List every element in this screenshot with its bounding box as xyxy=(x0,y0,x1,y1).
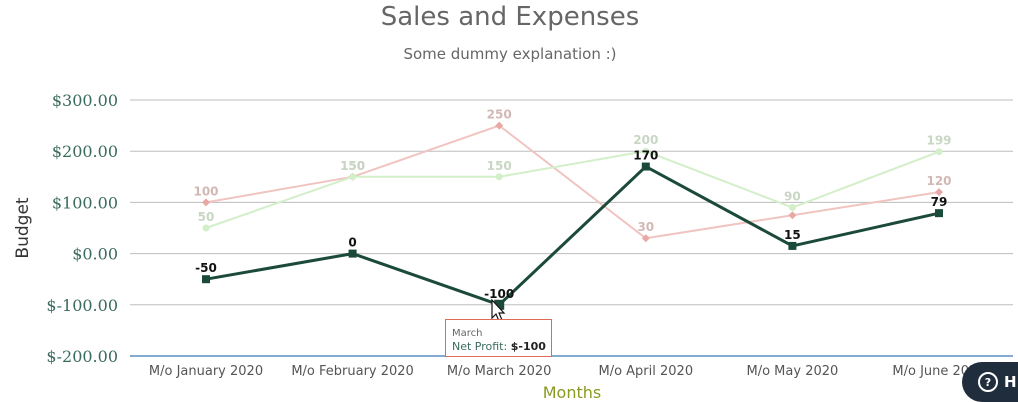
data-label-s2: 150 xyxy=(340,159,365,173)
data-point-s1 xyxy=(935,188,943,197)
data-label-s2: 50 xyxy=(198,210,215,224)
chart-subtitle: Some dummy explanation :) xyxy=(403,45,616,63)
series-s1: 100 150 250 30 120 xyxy=(193,108,952,243)
series-line-net xyxy=(205,165,940,307)
data-label-s2: 199 xyxy=(926,134,951,148)
data-point-net xyxy=(202,275,210,284)
data-label-s1: 30 xyxy=(637,220,654,234)
tooltip-series-name: Net Profit: xyxy=(452,340,508,353)
data-point-s1 xyxy=(202,198,210,207)
data-label-s1: 250 xyxy=(487,108,512,122)
y-tick-label: $200.00 xyxy=(52,142,118,161)
data-point-net xyxy=(494,299,505,310)
data-label-s2: 200 xyxy=(633,133,658,147)
data-label-net: 170 xyxy=(633,149,658,163)
data-point-s2 xyxy=(642,147,650,155)
grid xyxy=(130,99,1013,357)
x-axis-label: Months xyxy=(543,383,601,401)
data-label-s2: 90 xyxy=(784,190,801,204)
data-point-net xyxy=(935,209,943,218)
data-point-s2 xyxy=(935,148,943,156)
help-button[interactable]: ? H xyxy=(962,362,1018,402)
y-tick-label: $-100.00 xyxy=(46,296,118,315)
data-label-net: -50 xyxy=(195,261,217,275)
question-circle-icon: ? xyxy=(978,372,998,392)
data-point-s1 xyxy=(641,234,650,243)
data-label-s2: 150 xyxy=(487,159,512,173)
series-line-s2 xyxy=(205,150,940,229)
data-point-s2 xyxy=(202,224,210,232)
data-point-s2 xyxy=(495,173,503,181)
data-point-net xyxy=(348,249,357,258)
data-point-s2 xyxy=(788,204,796,212)
y-tick-label: $300.00 xyxy=(52,91,118,110)
tooltip-value: $-100 xyxy=(510,340,546,353)
data-label-s1: 150 xyxy=(340,159,365,173)
y-axis-label: Budget xyxy=(13,197,33,258)
data-point-s1 xyxy=(495,121,504,130)
x-axis: M/o January 2020 M/o February 2020 M/o Mar… xyxy=(149,364,986,379)
data-label-s1: 100 xyxy=(193,184,218,198)
x-tick-label: M/o February 2020 xyxy=(291,364,414,379)
y-axis: $300.00 $200.00 $100.00 $0.00 $-100.00 $-200.… xyxy=(46,91,118,366)
data-label-net: 15 xyxy=(784,228,801,242)
data-label-net: 0 xyxy=(348,236,356,250)
series-line-s1 xyxy=(205,124,940,240)
series-net: -50 0 -100 170 15 79 xyxy=(195,149,947,310)
help-button-label: H xyxy=(1004,373,1017,391)
data-point-s1 xyxy=(788,211,797,220)
data-point-s2 xyxy=(349,173,357,181)
chart-tooltip: March Net Profit: $-100 xyxy=(445,319,552,357)
x-tick-label: M/o March 2020 xyxy=(447,364,552,379)
data-label-s1: 120 xyxy=(926,174,951,188)
tooltip-title: March xyxy=(452,328,483,339)
x-tick-label: M/o January 2020 xyxy=(149,364,263,379)
y-tick-label: $0.00 xyxy=(72,245,118,264)
data-label-net: -100 xyxy=(484,287,514,301)
x-tick-label: M/o April 2020 xyxy=(598,364,693,379)
tooltip-line: Net Profit: $-100 xyxy=(452,340,551,354)
y-tick-label: $-200.00 xyxy=(46,347,118,366)
x-tick-label: M/o May 2020 xyxy=(747,364,839,379)
data-point-net xyxy=(788,241,797,250)
data-label-net: 79 xyxy=(931,195,948,209)
chart-title: Sales and Expenses xyxy=(381,2,640,32)
data-point-net xyxy=(641,162,650,171)
series-s2: 50 150 150 200 90 199 xyxy=(198,133,952,232)
y-tick-label: $100.00 xyxy=(52,193,118,212)
